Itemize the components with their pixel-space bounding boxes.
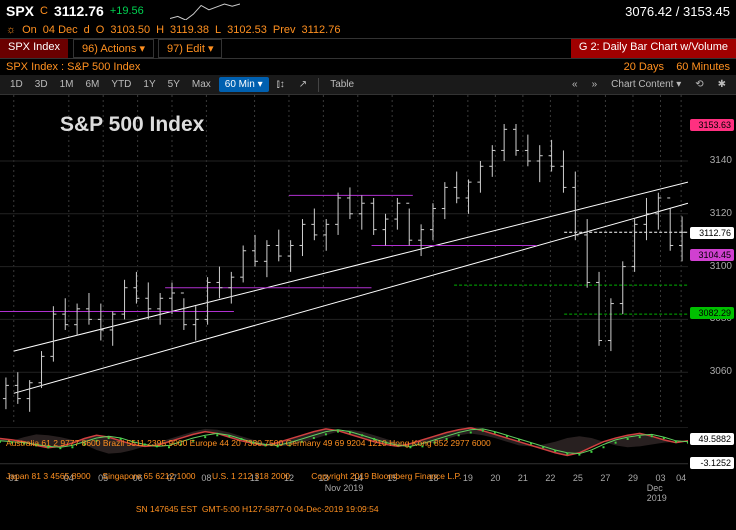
o-label: O <box>96 24 105 36</box>
actions-menu[interactable]: 96) Actions ▾ <box>73 39 154 58</box>
y-tick: 3100 <box>692 261 732 272</box>
tab-bar: SPX Index 96) Actions ▾ 97) Edit ▾ G 2: … <box>0 38 736 59</box>
range-1m[interactable]: 1M <box>54 77 80 92</box>
reset-zoom-icon[interactable]: ⟲ <box>689 77 709 92</box>
chart-toolbar: 1D3D1M6MYTD1Y5YMax 60 Min ▾ ⫾↕ ↗ Table «… <box>0 75 736 95</box>
separator <box>318 78 319 92</box>
ohlc-row: ☼ On 04 Dec d O 3103.50 H 3119.38 L 3102… <box>0 22 736 38</box>
y-price-tag: 3153.63 <box>690 119 734 131</box>
days-label: 20 Days <box>624 61 664 73</box>
y-price-tag: 3104.45 <box>690 249 734 261</box>
ohlc-date: 04 Dec <box>43 24 78 36</box>
chart-type-icon[interactable]: ↗ <box>293 77 313 92</box>
chart-overlay-title: S&P 500 Index <box>60 113 204 137</box>
footer-line-3: SN 147645 EST GMT-5:00 H127-5877-0 04-De… <box>6 504 730 515</box>
footer-line-1: Australia 61 2 9777 8600 Brazil 5511 239… <box>6 438 730 449</box>
gear-icon[interactable]: ✱ <box>712 77 732 92</box>
price-chart[interactable] <box>0 95 688 425</box>
index-name: SPX Index : S&P 500 Index <box>6 61 140 73</box>
range-3d[interactable]: 3D <box>29 77 54 92</box>
prev-label: Prev <box>273 24 296 36</box>
table-button[interactable]: Table <box>324 77 360 92</box>
range-5y[interactable]: 5Y <box>162 77 186 92</box>
range-1y[interactable]: 1Y <box>137 77 161 92</box>
h-label: H <box>156 24 164 36</box>
sparkline-icon <box>170 2 240 20</box>
y-tick: 3140 <box>692 155 732 166</box>
range-lo: 3076.42 <box>625 4 672 19</box>
header-row: SPX C 3112.76 +19.56 3076.42 / 3153.45 <box>0 0 736 22</box>
interval-dropdown[interactable]: 60 Min ▾ <box>219 77 269 92</box>
y-tick: 3060 <box>692 366 732 377</box>
sun-icon: ☼ <box>6 24 16 36</box>
y-price-tag: 3082.29 <box>690 307 734 319</box>
candle-type-icon[interactable]: ⫾↕ <box>271 77 291 92</box>
range-6m[interactable]: 6M <box>80 77 106 92</box>
tab-index[interactable]: SPX Index <box>0 39 69 58</box>
l-label: L <box>215 24 221 36</box>
low-val: 3102.53 <box>227 24 267 36</box>
on-label: On <box>22 24 37 36</box>
d-label: d <box>84 24 90 36</box>
price-label-c: C <box>40 5 48 17</box>
ticker-symbol: SPX <box>6 3 34 19</box>
subtitle-row: SPX Index : S&P 500 Index 20 Days 60 Min… <box>0 59 736 75</box>
nav-prev-icon[interactable]: « <box>566 77 584 92</box>
price-change: +19.56 <box>110 5 144 17</box>
range-ytd[interactable]: YTD <box>105 77 137 92</box>
minutes-label: 60 Minutes <box>676 61 730 73</box>
y-tick: 3120 <box>692 208 732 219</box>
open-val: 3103.50 <box>110 24 150 36</box>
y-price-tag: 3112.76 <box>690 227 734 239</box>
range-1d[interactable]: 1D <box>4 77 29 92</box>
chart-title-tab: G 2: Daily Bar Chart w/Volume <box>571 39 736 58</box>
high-val: 3119.38 <box>170 24 209 36</box>
price-range: 3076.42 / 3153.45 <box>625 4 730 19</box>
chart-content-dropdown[interactable]: Chart Content ▾ <box>605 77 687 92</box>
current-price: 3112.76 <box>54 3 104 19</box>
range-hi: 3153.45 <box>683 4 730 19</box>
edit-menu[interactable]: 97) Edit ▾ <box>158 39 223 58</box>
footer-text: Australia 61 2 9777 8600 Brazil 5511 239… <box>6 416 730 526</box>
prev-val: 3112.76 <box>302 24 341 36</box>
nav-next-icon[interactable]: » <box>586 77 604 92</box>
footer-line-2: Japan 81 3 4565 8900 Singapore 65 6212 1… <box>6 471 730 482</box>
range-max[interactable]: Max <box>186 77 217 92</box>
